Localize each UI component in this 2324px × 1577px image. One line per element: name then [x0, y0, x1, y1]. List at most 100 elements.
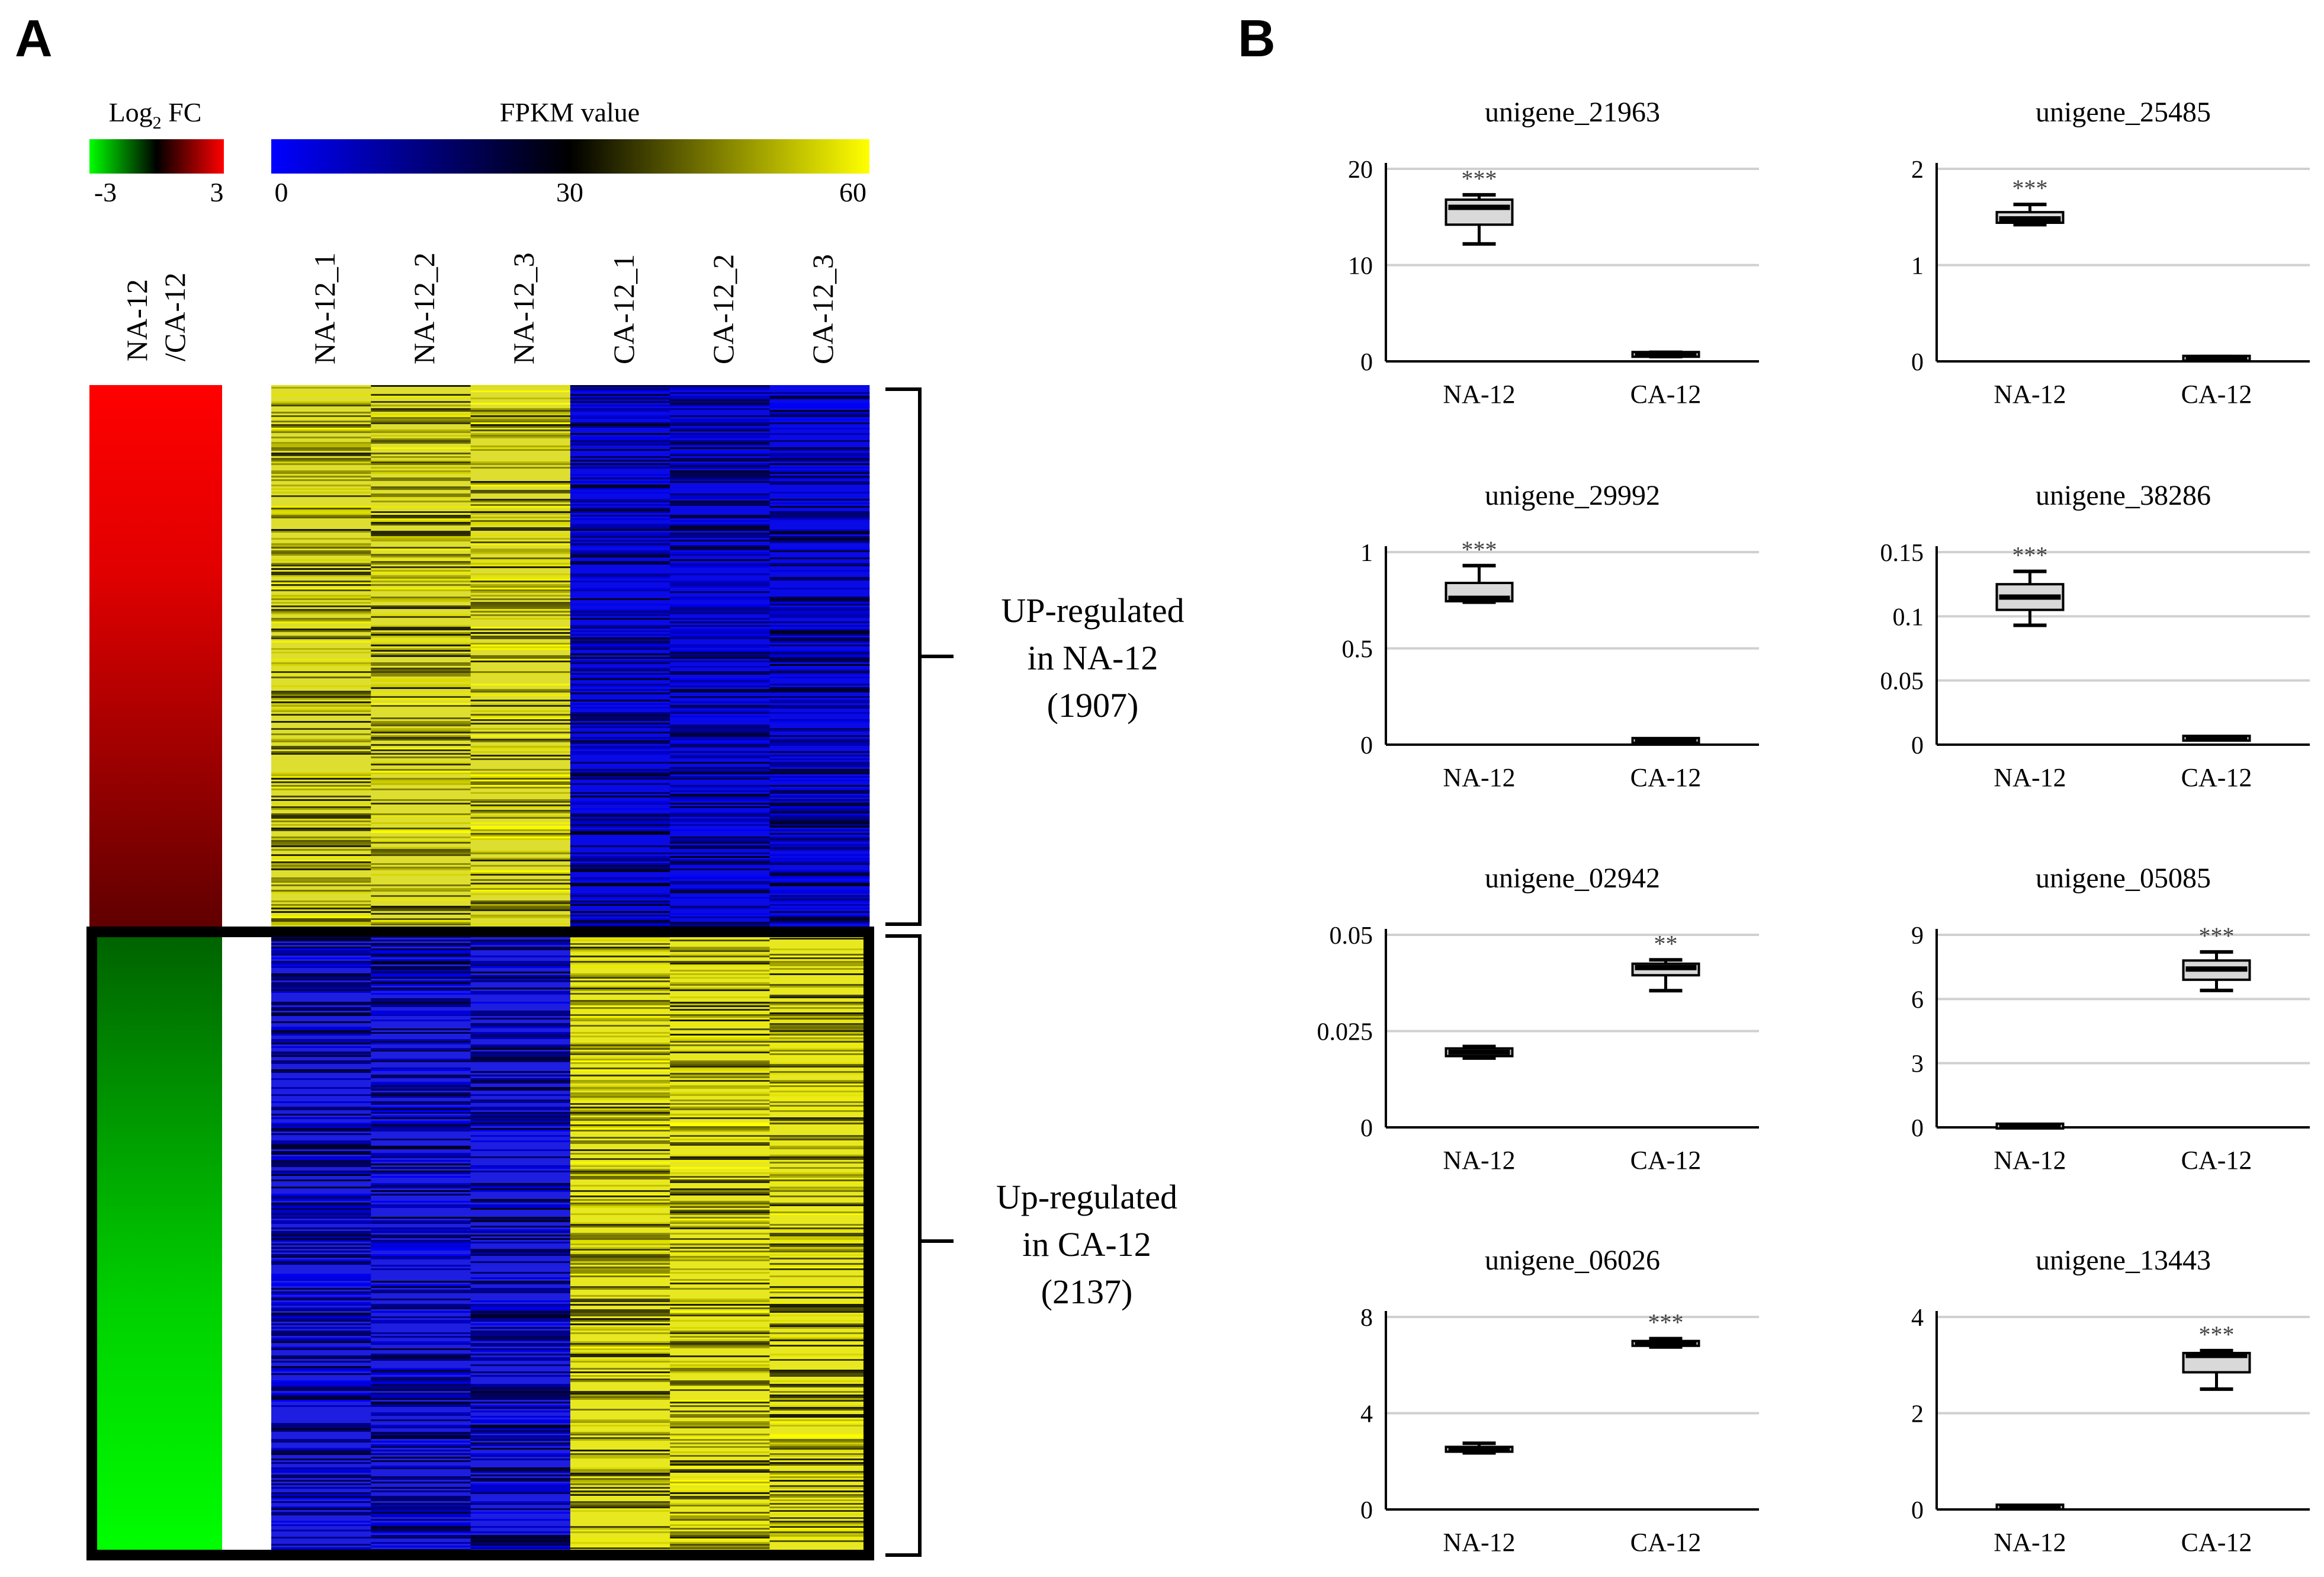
heatmap-stripe — [371, 1402, 471, 1403]
heatmap-stripe — [271, 787, 371, 788]
heatmap-stripe — [371, 1092, 471, 1094]
x-tick-label: NA-12 — [1443, 1528, 1515, 1557]
heatmap-stripe — [470, 1311, 571, 1313]
heatmap-stripe — [271, 1487, 371, 1489]
boxplot-title: unigene_05085 — [2036, 863, 2211, 894]
heatmap-stripe — [271, 470, 371, 472]
heatmap-stripe — [570, 1195, 670, 1197]
heatmap-stripe — [470, 1121, 571, 1123]
heatmap-stripe — [470, 602, 571, 604]
heatmap-stripe — [769, 1235, 870, 1236]
heatmap-stripe — [271, 918, 371, 920]
heatmap-stripe — [769, 1398, 870, 1400]
heatmap-stripe — [769, 549, 870, 550]
heatmap-stripe — [371, 675, 471, 677]
heatmap-stripe — [670, 1245, 770, 1247]
heatmap-stripe — [470, 1055, 571, 1057]
y-tick-label: 2 — [1911, 1401, 1924, 1428]
heatmap-stripe — [371, 780, 471, 781]
heatmap-stripe — [769, 1098, 870, 1100]
heatmap-stripe — [371, 868, 471, 870]
heatmap-stripe — [570, 1327, 670, 1329]
heatmap-stripe — [670, 1222, 770, 1224]
heatmap-stripe — [470, 437, 571, 438]
heatmap-stripe — [670, 710, 770, 712]
heatmap-stripe — [470, 1475, 571, 1476]
heatmap-stripe — [470, 916, 571, 918]
heatmap-stripe — [769, 653, 870, 655]
heatmap-stripe — [470, 655, 571, 657]
heatmap-stripe — [570, 465, 670, 467]
heatmap-stripe — [670, 682, 770, 684]
heatmap-stripe — [670, 970, 770, 972]
heatmap-stripe — [769, 1073, 870, 1075]
heatmap-stripe — [769, 1309, 870, 1311]
heatmap-stripe — [470, 671, 571, 673]
heatmap-stripe — [371, 1014, 471, 1016]
heatmap-stripe — [371, 1546, 471, 1547]
heatmap-stripe — [570, 1258, 670, 1259]
heatmap-stripe — [271, 691, 371, 693]
heatmap-stripe — [470, 947, 571, 948]
heatmap-stripe — [670, 751, 770, 753]
heatmap-stripe — [670, 1116, 770, 1117]
heatmap-stripe — [670, 1044, 770, 1046]
heatmap-stripe — [670, 861, 770, 863]
heatmap-stripe — [670, 1130, 770, 1132]
heatmap-stripe — [470, 758, 571, 760]
heatmap-stripe — [570, 518, 670, 520]
heatmap-stripe — [470, 1235, 571, 1236]
heatmap-stripe — [670, 645, 770, 646]
heatmap-stripe — [371, 1514, 471, 1515]
heatmap-stripe — [371, 1256, 471, 1258]
heatmap-stripe — [271, 1087, 371, 1089]
heatmap-stripe — [371, 1419, 471, 1421]
heatmap-stripe — [769, 1320, 870, 1322]
heatmap-stripe — [570, 1185, 670, 1187]
heatmap-stripe — [670, 1268, 770, 1270]
heatmap-stripe — [769, 1174, 870, 1176]
heatmap-stripe — [470, 1167, 571, 1169]
heatmap-stripe — [670, 630, 770, 632]
heatmap-stripe — [371, 440, 471, 442]
heatmap-stripe — [371, 1000, 471, 1002]
heatmap-stripe — [271, 1039, 371, 1041]
heatmap-stripe — [769, 470, 870, 472]
heatmap-stripe — [271, 1320, 371, 1322]
heatmap-stripe — [670, 1364, 770, 1366]
heatmap-stripe — [271, 904, 371, 906]
heatmap-stripe — [470, 1023, 571, 1025]
heatmap-stripe — [470, 467, 571, 469]
heatmap-stripe — [371, 495, 471, 497]
heatmap-stripe — [470, 509, 571, 511]
heatmap-stripe — [570, 723, 670, 725]
heatmap-stripe — [371, 693, 471, 694]
heatmap-stripe — [371, 1425, 471, 1427]
heatmap-stripe — [271, 922, 371, 924]
group-bracket-down — [885, 934, 954, 1557]
heatmap-stripe — [371, 531, 471, 533]
heatmap-stripe — [670, 1085, 770, 1087]
heatmap-stripe — [670, 680, 770, 682]
heatmap-stripe — [670, 666, 770, 668]
heatmap-stripe — [470, 769, 571, 771]
heatmap-stripe — [670, 547, 770, 549]
heatmap-stripe — [271, 621, 371, 623]
heatmap-stripe — [470, 710, 571, 712]
heatmap-stripe — [769, 1162, 870, 1163]
heatmap-stripe — [570, 630, 670, 632]
heatmap-stripe — [470, 646, 571, 648]
heatmap-stripe — [670, 629, 770, 630]
heatmap-stripe — [470, 661, 571, 662]
x-tick-label: CA-12 — [2181, 1146, 2252, 1175]
heatmap-stripe — [670, 963, 770, 964]
heatmap-stripe — [371, 1123, 471, 1124]
heatmap-stripe — [470, 1332, 571, 1334]
heatmap-stripe — [670, 405, 770, 406]
heatmap-stripe — [470, 1478, 571, 1480]
heatmap-stripe — [570, 1112, 670, 1114]
heatmap-stripe — [570, 1235, 670, 1236]
heatmap-stripe — [570, 1528, 670, 1530]
heatmap-stripe — [570, 1261, 670, 1263]
heatmap-stripe — [769, 1025, 870, 1027]
